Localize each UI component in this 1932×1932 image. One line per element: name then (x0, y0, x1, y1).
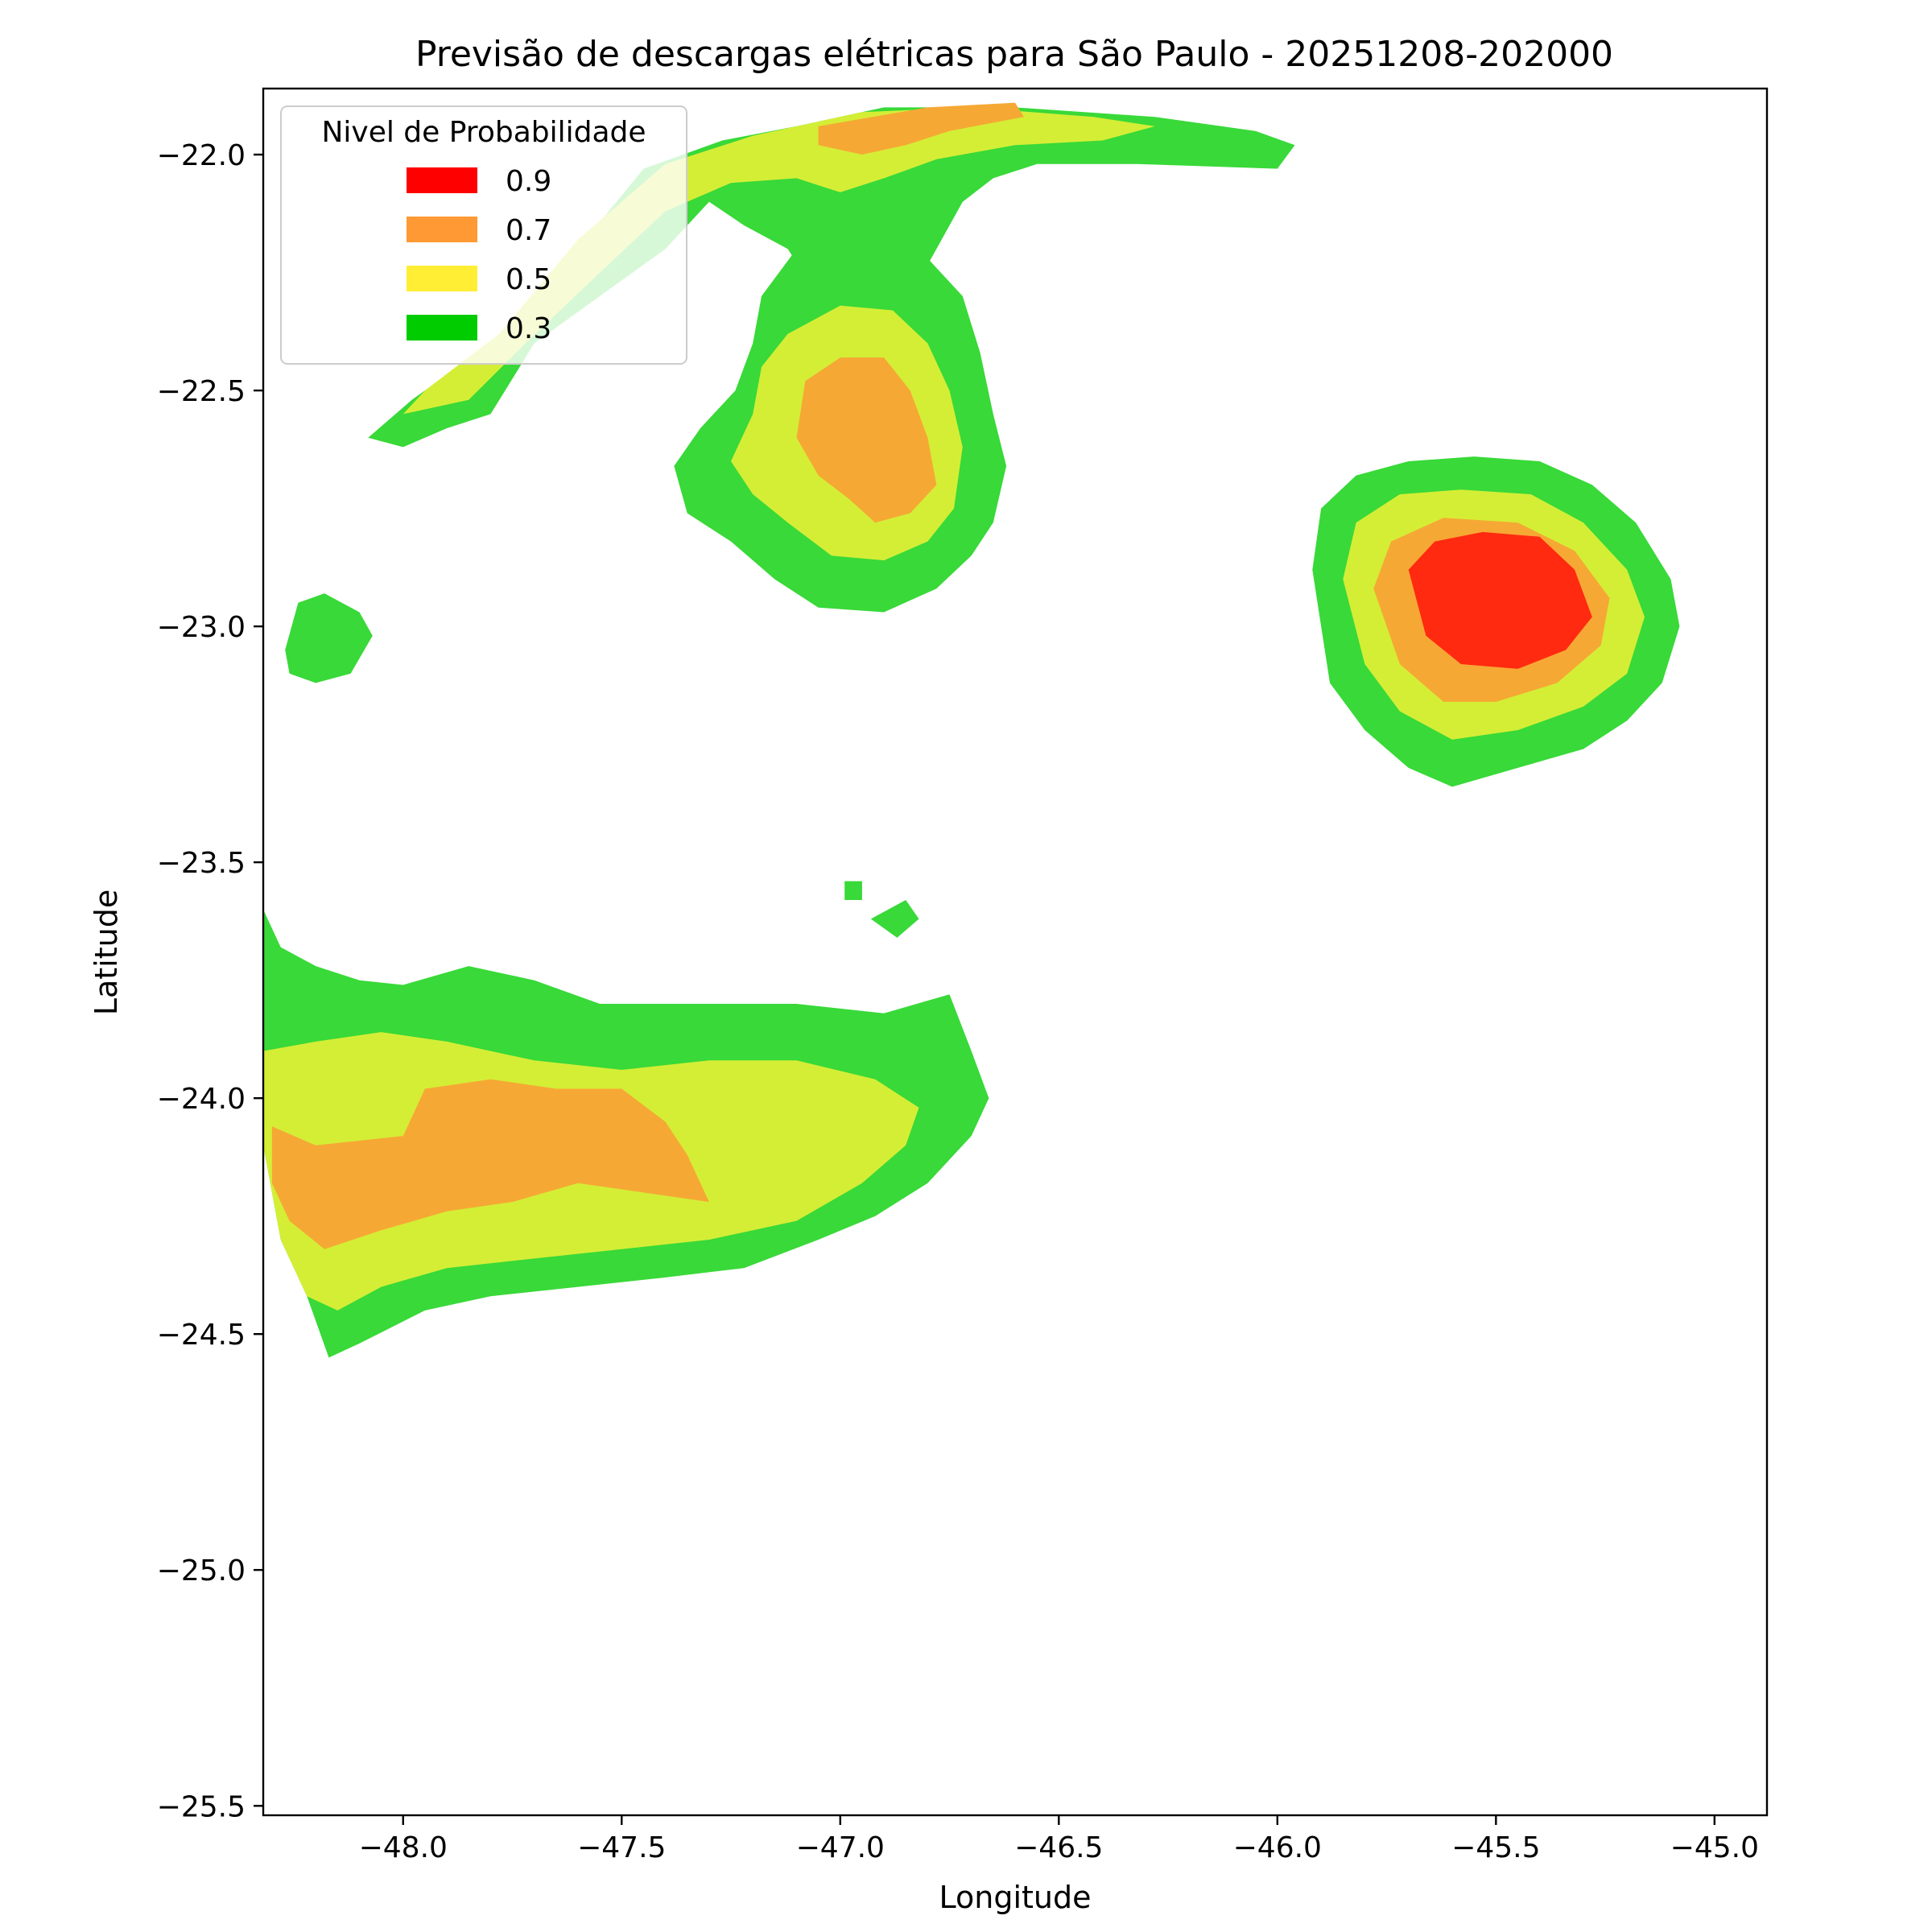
x-tick-label: −47.0 (796, 1831, 885, 1864)
y-tick-label: −24.0 (157, 1083, 246, 1116)
legend-title: Nivel de Probabilidade (321, 116, 646, 149)
legend-label: 0.5 (506, 263, 551, 296)
small-patch-level-0_3 (870, 900, 919, 938)
y-tick-label: −22.5 (157, 375, 246, 408)
y-axis-label: Latitude (89, 890, 124, 1015)
southwest-band-level-0_7 (271, 1079, 709, 1249)
x-axis: −48.0 −47.5 −47.0 −46.5 −46.0 −45.5 −45.0 (359, 1815, 1759, 1864)
legend: Nivel de Probabilidade 0.9 0.7 0.5 0.3 (280, 105, 687, 365)
legend-swatch (407, 217, 477, 242)
x-axis-label: Longitude (939, 1880, 1092, 1915)
probability-regions (263, 102, 1680, 1358)
northwest-arc-level-0_7 (818, 102, 1024, 155)
legend-swatch (407, 167, 477, 193)
chart-title: Previsão de descargas elétricas para São… (415, 34, 1613, 75)
legend-label: 0.3 (506, 312, 551, 345)
legend-label: 0.9 (506, 165, 551, 198)
y-tick-label: −25.0 (157, 1554, 246, 1587)
legend-swatch (407, 266, 477, 291)
y-tick-label: −25.5 (157, 1790, 246, 1823)
x-tick-label: −48.0 (359, 1831, 448, 1864)
x-tick-label: −46.5 (1014, 1831, 1103, 1864)
legend-label: 0.7 (506, 214, 551, 247)
x-tick-label: −47.5 (577, 1831, 666, 1864)
northwest-arc-level-0_5 (402, 107, 1155, 415)
y-tick-label: −23.0 (157, 611, 246, 644)
east-cell-level-0_9 (1408, 531, 1592, 669)
x-tick-label: −45.5 (1451, 1831, 1540, 1864)
y-tick-label: −23.5 (157, 847, 246, 880)
west-blob-level-0_3 (285, 593, 373, 683)
plot-frame (262, 87, 1769, 1817)
x-tick-label: −45.0 (1670, 1831, 1759, 1864)
y-axis: −22.0 −22.5 −23.0 −23.5 −24.0 −24.5 −25.0 −25.5 (157, 139, 263, 1823)
north-center-cell-level-0_7 (796, 357, 937, 523)
legend-box (280, 105, 687, 365)
y-tick-label: −22.0 (157, 139, 246, 172)
y-tick-label: −24.5 (157, 1319, 246, 1352)
small-dot-level-0_3 (844, 881, 862, 900)
legend-swatch (407, 315, 477, 341)
x-tick-label: −46.0 (1233, 1831, 1322, 1864)
